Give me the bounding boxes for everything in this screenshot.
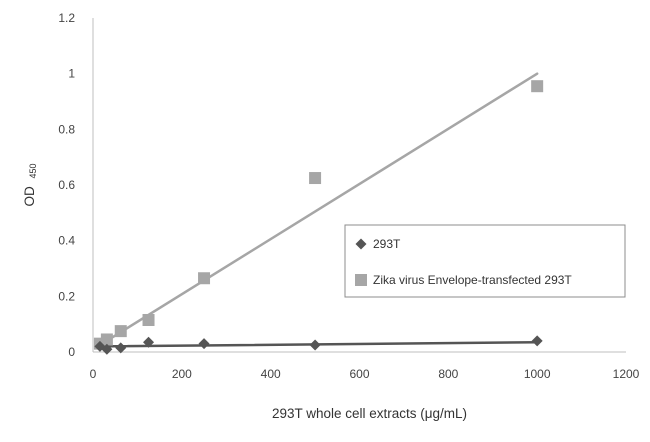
zika-envelope-point: [531, 80, 544, 93]
trendline-zika-envelope: [98, 72, 539, 347]
293t-point: [143, 336, 155, 348]
293t-point: [309, 339, 321, 351]
293t-point: [531, 335, 543, 347]
legend: 293T Zika virus Envelope-transfected 293T: [344, 224, 626, 298]
legend-items: 293T Zika virus Envelope-transfected 293T: [355, 237, 572, 287]
x-tick-label: 600: [349, 367, 369, 381]
293t-point: [198, 338, 210, 350]
x-tick-label: 800: [438, 367, 458, 381]
legend-item: Zika virus Envelope-transfected 293T: [355, 273, 572, 287]
zika-envelope-point: [142, 313, 155, 326]
plot-area: [92, 18, 626, 355]
y-tick-label: 0.8: [58, 122, 75, 136]
tick-labels: 0 200 400 600 800 1000 1200 0 0.2 0.4 0.6 0.8 1 1.2: [58, 11, 639, 381]
y-axis-title: OD 450: [22, 163, 38, 206]
data-points: [93, 80, 544, 355]
y-tick-label: 1.2: [58, 11, 75, 25]
y-tick-label: 0: [68, 345, 75, 359]
x-tick-labels: 0 200 400 600 800 1000 1200: [90, 367, 640, 381]
legend-label: 293T: [373, 237, 401, 251]
legend-item: 293T: [355, 237, 401, 251]
y-axis-title-main: OD: [22, 186, 37, 207]
zika-envelope-point: [198, 272, 211, 285]
zika-envelope-point: [100, 333, 113, 346]
x-tick-label: 1200: [613, 367, 640, 381]
y-tick-label: 1: [68, 67, 75, 81]
zika-envelope-point: [309, 172, 322, 185]
zika-envelope-point: [114, 325, 127, 338]
legend-diamond-marker: [355, 238, 367, 250]
y-tick-labels: 0 0.2 0.4 0.6 0.8 1 1.2: [58, 11, 75, 359]
legend-square-marker: [355, 274, 367, 286]
293t-point: [101, 343, 113, 355]
x-tick-label: 0: [90, 367, 97, 381]
legend-label: Zika virus Envelope-transfected 293T: [373, 273, 572, 287]
x-tick-label: 400: [261, 367, 281, 381]
293t-point: [115, 342, 127, 354]
x-tick-label: 1000: [524, 367, 551, 381]
legend-box: [344, 224, 626, 298]
x-axis-title: 293T whole cell extracts (μg/mL): [272, 406, 467, 421]
y-axis-title-subscript: 450: [28, 163, 38, 178]
y-tick-label: 0.6: [58, 178, 75, 192]
y-tick-label: 0.2: [58, 289, 75, 303]
x-tick-label: 200: [172, 367, 192, 381]
trendlines: [98, 72, 539, 348]
y-tick-label: 0.4: [58, 234, 75, 248]
